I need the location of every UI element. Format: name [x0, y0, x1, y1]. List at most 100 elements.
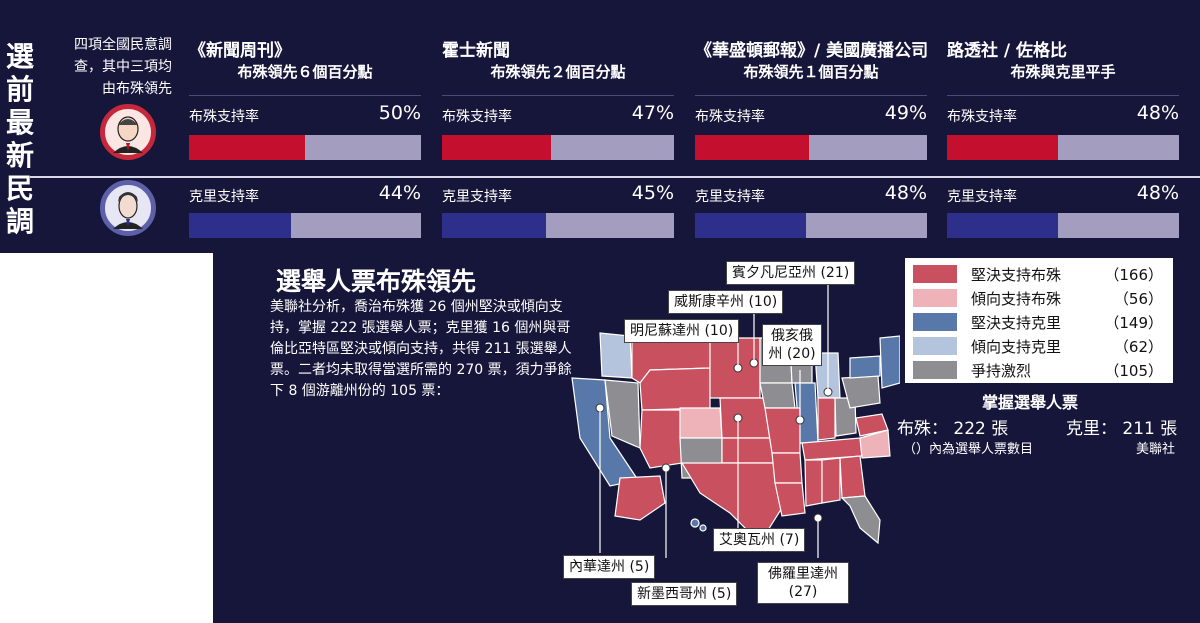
- legend-label: 爭持激烈: [971, 362, 1032, 380]
- poll-title: 《新聞周刊》: [189, 41, 291, 61]
- callout-nevada: 內華達州 (5): [563, 555, 656, 579]
- electoral-title: 掌握選舉人票: [982, 393, 1079, 412]
- poll-title: 《華盛頓郵報》/ 美國廣播公司: [695, 41, 929, 61]
- poll-reuters-zogby: 路透社 / 佐格比 布殊與克里平手 布殊支持率 48% 克里支持率 48%: [947, 0, 1179, 253]
- bush-value: 47%: [631, 102, 674, 124]
- carolinas-state: [859, 429, 891, 459]
- legend-count: （166）: [1104, 266, 1163, 284]
- kerry-label: 克里支持率: [442, 189, 512, 205]
- kerry-bar: [442, 213, 547, 238]
- legend-swatch: [913, 289, 957, 307]
- new-england-state: [879, 335, 900, 389]
- legend-swatch: [913, 313, 957, 331]
- poll-rule: [695, 95, 927, 96]
- kerry-value: 44%: [378, 182, 421, 204]
- side-title: 選前最新民調: [5, 40, 34, 238]
- kerry-value: 48%: [884, 182, 927, 204]
- oklahoma-state: [721, 437, 776, 464]
- bush-value: 48%: [1136, 102, 1179, 124]
- row-divider: [30, 176, 1200, 178]
- louisiana-state: [774, 482, 806, 517]
- bush-label: 布殊支持率: [442, 109, 512, 125]
- kerry-portrait-icon: [100, 180, 156, 236]
- legend-swatch: [913, 337, 957, 355]
- callout-florida: 佛羅里達州 (27): [757, 562, 849, 604]
- kerry-label: 克里支持率: [695, 189, 765, 205]
- callout-ohio: 俄亥俄州 (20): [762, 324, 822, 366]
- kerry-label: 克里支持率: [947, 189, 1017, 205]
- poll-subtitle: 布殊與克里平手: [1010, 63, 1116, 81]
- side-note: 四項全國民意調查，其中三項均由布殊領先: [74, 37, 172, 97]
- kerry-value: 48%: [1136, 182, 1179, 204]
- map-title: 選舉人票布殊領先: [276, 267, 477, 296]
- legend-count: （56）: [1113, 290, 1163, 308]
- bush-bar: [442, 135, 552, 160]
- legend-label: 傾向支持布殊: [971, 290, 1062, 308]
- bush-value: 49%: [884, 102, 927, 124]
- callout-new-mexico: 新墨西哥州 (5): [631, 582, 738, 606]
- legend-count: （149）: [1104, 314, 1163, 332]
- legend-label: 堅決支持克里: [971, 314, 1062, 332]
- us-map: [571, 280, 900, 558]
- kerry-bar-track: [947, 213, 1179, 238]
- poll-title: 路透社 / 佐格比: [947, 41, 1068, 61]
- callout-pennsylvania: 賓夕凡尼亞州 (21): [726, 261, 856, 285]
- arizona-state: [639, 409, 683, 469]
- florida-state: [840, 495, 881, 545]
- new-york-state: [849, 355, 881, 379]
- legend-lean-bush: 傾向支持布殊 （56）: [913, 288, 1169, 308]
- poll-panel: [0, 0, 1200, 253]
- bush-value: 50%: [378, 102, 421, 124]
- kerry-bar-track: [442, 213, 674, 238]
- kerry-bar: [189, 213, 292, 238]
- kerry-bar-track: [695, 213, 927, 238]
- hawaii-state: [699, 524, 707, 532]
- legend-solid-kerry: 堅決支持克里 （149）: [913, 312, 1169, 332]
- kerry-label: 克里支持率: [189, 189, 259, 205]
- legend-lean-kerry: 傾向支持克里 （62）: [913, 336, 1169, 356]
- legend-solid-bush: 堅決支持布殊 （166）: [913, 264, 1169, 284]
- arkansas-state: [771, 452, 803, 484]
- poll-title: 霍士新聞: [442, 41, 510, 61]
- legend-tossup: 爭持激烈 （105）: [913, 360, 1169, 380]
- legend-label: 傾向支持克里: [971, 338, 1062, 356]
- source-credit: 美聯社: [1136, 442, 1176, 457]
- electoral-bush: 布殊： 222 張: [897, 419, 1009, 439]
- poll-subtitle: 布殊領先２個百分點: [490, 63, 626, 81]
- virginia-state: [855, 413, 889, 437]
- alaska-state: [614, 475, 666, 521]
- poll-rule: [442, 95, 674, 96]
- electoral-kerry: 克里： 211 張: [1066, 419, 1178, 439]
- poll-rule: [947, 95, 1179, 96]
- mississippi-state: [804, 459, 823, 507]
- legend-swatch: [913, 361, 957, 379]
- kerry-bar: [695, 213, 807, 238]
- hawaii-state: [690, 518, 700, 528]
- bush-bar: [947, 135, 1059, 160]
- legend-count: （62）: [1113, 338, 1163, 356]
- legend-label: 堅決支持布殊: [971, 266, 1062, 284]
- poll-washington-post: 《華盛頓郵報》/ 美國廣播公司 布殊領先１個百分點 布殊支持率 49% 克里支持…: [695, 0, 929, 253]
- poll-fox: 霍士新聞 布殊領先２個百分點 布殊支持率 47% 克里支持率 45%: [442, 0, 674, 253]
- bush-bar: [189, 135, 305, 160]
- indiana-state: [817, 397, 836, 441]
- legend-swatch: [913, 265, 957, 283]
- map-description: 美聯社分析，喬治布殊獲 26 個州堅決或傾向支持，掌握 222 張選舉人票；克里…: [270, 299, 572, 399]
- bush-label: 布殊支持率: [189, 109, 259, 125]
- georgia-state: [839, 455, 866, 499]
- electoral-note: （）內為選舉人票數目: [903, 442, 1034, 457]
- kerry-bar: [947, 213, 1059, 238]
- legend-count: （105）: [1104, 362, 1163, 380]
- poll-subtitle: 布殊領先６個百分點: [237, 63, 373, 81]
- map-legend: 堅決支持布殊 （166） 傾向支持布殊 （56） 堅決支持克里 （149） 傾向…: [905, 258, 1173, 383]
- bush-bar-track: [695, 135, 927, 160]
- bush-bar: [695, 135, 809, 160]
- bush-bar-track: [442, 135, 674, 160]
- bush-label: 布殊支持率: [947, 109, 1017, 125]
- poll-subtitle: 布殊領先１個百分點: [743, 63, 879, 81]
- wyoming-utah-state: [639, 367, 711, 411]
- bush-label: 布殊支持率: [695, 109, 765, 125]
- callout-iowa: 艾奧瓦州 (7): [713, 528, 806, 552]
- kerry-value: 45%: [631, 182, 674, 204]
- poll-newsweek: 《新聞周刊》 布殊領先６個百分點 布殊支持率 50% 克里支持率 44%: [189, 0, 421, 253]
